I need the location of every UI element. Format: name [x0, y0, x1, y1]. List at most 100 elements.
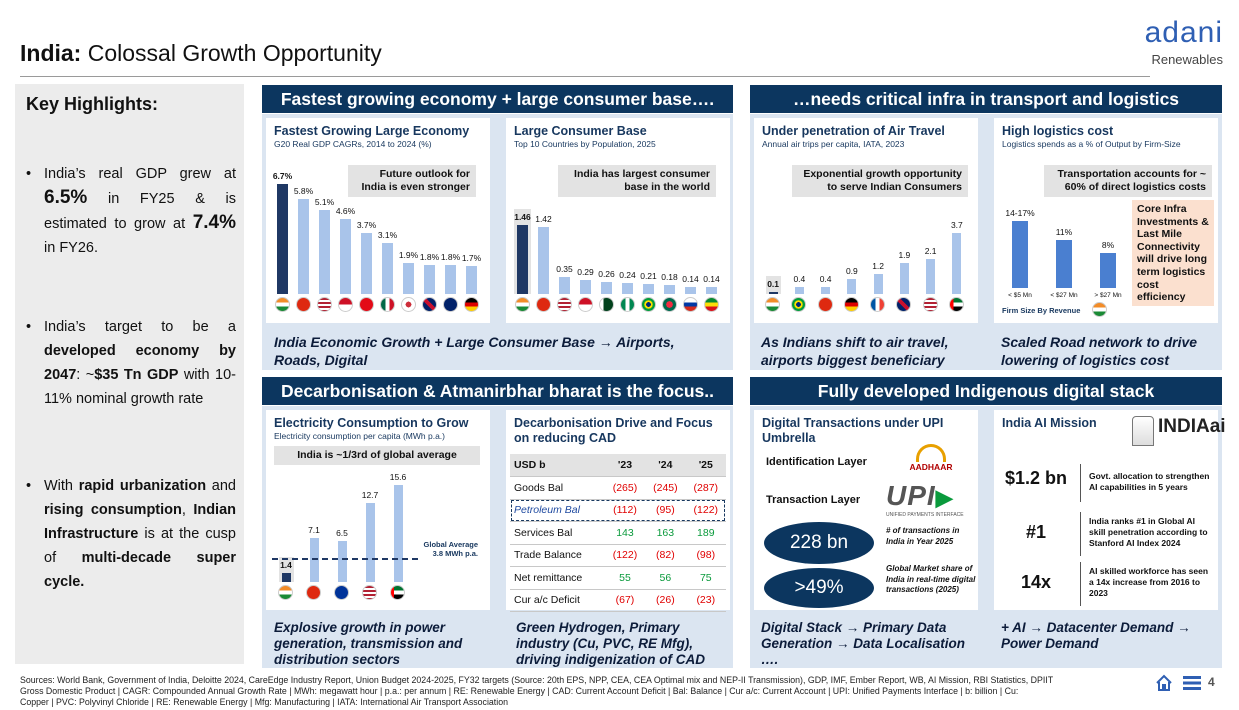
ai-title: India AI Mission: [1002, 416, 1097, 430]
bar-south-korea: [403, 262, 414, 294]
flag-south-korea-icon: [400, 297, 416, 312]
data-label: 6.7%: [272, 171, 293, 182]
bar--27-mn: [1056, 240, 1072, 288]
data-label: 1.42: [535, 213, 552, 224]
flag-bangladesh-icon: [661, 297, 677, 312]
bar-russia: [685, 287, 696, 294]
card-logistics: High logistics cost Logistics spends as …: [994, 118, 1218, 323]
card-ai-mission: India AI Mission INDIAai: [994, 410, 1226, 610]
electricity-footer: Explosive growth in power generation, tr…: [274, 620, 463, 667]
flag-usa-icon: [922, 297, 938, 312]
data-label: 12.7: [361, 489, 379, 500]
data-label: 0.29: [577, 267, 594, 278]
page-number: 4: [1208, 675, 1215, 689]
card-gdp: Fastest Growing Large Economy G20 Real G…: [266, 118, 490, 323]
upi-logo-icon: UPI▶ UNIFIED PAYMENTS INTERFACE: [886, 480, 964, 518]
logo-word: adani: [1144, 16, 1223, 49]
cad-table-header: USD b '23'24'25: [510, 454, 726, 477]
indiaai-logo: INDIAai: [1158, 416, 1226, 437]
bar-indonesia: [580, 280, 591, 294]
data-label: 1.7%: [461, 253, 482, 264]
emblem-icon: [1132, 416, 1154, 446]
elec-global-average-label: Global Average 3.8 MWh p.a.: [423, 540, 478, 558]
bar--27-mn: [1100, 253, 1116, 288]
bar-uae: [952, 232, 962, 294]
highlight-urbanization: • With rapid urbanization and rising cons…: [26, 478, 237, 590]
flag-mexico-icon: [379, 297, 395, 312]
upi-title: Digital Transactions under UPI Umbrella: [762, 416, 944, 445]
data-label: 0.18: [661, 272, 678, 283]
upi-share-text: Global Market share of India in real-tim…: [886, 564, 976, 594]
bar-india: [281, 573, 291, 582]
table-row: Net remittance 55 56 75: [510, 566, 726, 590]
data-label: 6.5: [336, 528, 348, 539]
bar-india: [768, 292, 778, 294]
bar-australia: [445, 264, 456, 294]
flag-germany-icon: [463, 297, 479, 312]
category-label: < $27 Mn: [1050, 292, 1078, 299]
home-icon[interactable]: [1155, 674, 1173, 692]
flag-brazil-icon: [640, 297, 656, 312]
logistics-footer: Scaled Road network to drive lowering of…: [1001, 334, 1198, 368]
bar-india: [277, 184, 288, 294]
pop-callout: India has largest consumer base in the w…: [558, 165, 716, 197]
table-row: Trade Balance (122) (82) (98): [510, 544, 726, 567]
logi-title: High logistics cost: [1002, 124, 1114, 138]
menu-icon[interactable]: [1183, 676, 1201, 690]
data-label: 8%: [1101, 240, 1115, 251]
flag-usa-icon: [316, 297, 332, 312]
data-label: 1.46: [514, 211, 531, 222]
data-label: 14-17%: [1005, 207, 1035, 218]
bar-brazil: [643, 284, 654, 294]
data-label: 15.6: [389, 471, 407, 482]
economy-footer: India Economic Growth + Large Consumer B…: [274, 334, 675, 368]
pop-subtitle: Top 10 Countries by Population, 2025: [514, 139, 656, 149]
flag-uk-icon: [421, 297, 437, 312]
highlight-2047: • India’s target to be a developed econom…: [26, 319, 236, 407]
section-header-digital: Fully developed Indigenous digital stack: [750, 377, 1222, 405]
flag-usa-icon: [556, 297, 572, 312]
logi-chart: 14-17% < $5 Mn 11% < $27 Mn 8% > $27 Mn: [994, 118, 1218, 323]
india-highlight-box: [765, 276, 781, 294]
flag-usa-icon: [362, 585, 377, 600]
flag-india-icon: [278, 585, 293, 600]
bar--5-mn: [1012, 220, 1028, 288]
flag-uae-icon: [390, 585, 405, 600]
elec-title: Electricity Consumption to Grow: [274, 416, 469, 430]
bar-uae: [393, 484, 403, 582]
bar-nigeria: [622, 282, 633, 294]
title-divider: [20, 76, 1150, 77]
sources-line-1: Sources: World Bank, Government of India…: [20, 675, 1054, 685]
bar-usa: [365, 502, 375, 582]
logi-callout: Transportation accounts for ~ 60% of dir…: [1044, 165, 1212, 197]
logo-sub: Renewables: [1151, 52, 1223, 67]
gdp-callout: Future outlook for India is even stronge…: [348, 165, 476, 197]
bar-uk: [899, 262, 909, 294]
card-electricity: Electricity Consumption to Grow Electric…: [266, 410, 490, 610]
upi-share-oval: >49%: [764, 568, 874, 608]
section-header-infra: …needs critical infra in transport and l…: [750, 85, 1222, 113]
category-label: > $27 Mn: [1094, 292, 1122, 299]
upi-identification-layer: Identification Layer: [766, 456, 867, 468]
flag-china-icon: [817, 297, 833, 312]
bar-france: [873, 274, 883, 294]
bar-usa: [319, 210, 330, 294]
logi-firm-label: Firm Size By Revenue: [1002, 306, 1081, 315]
data-label: 1.8%: [440, 251, 461, 262]
sources-line-2: Gross Domestic Product | CAGR: Compounde…: [20, 686, 1019, 696]
data-label: 1.4: [280, 560, 292, 571]
bar-bangladesh: [664, 285, 675, 294]
flag-india-icon: [274, 297, 290, 312]
data-label: 5.1%: [314, 197, 335, 208]
digital-footer: Digital Stack → Primary Data Generation …: [761, 620, 966, 667]
logi-subtitle: Logistics spends as a % of Output by Fir…: [1002, 139, 1181, 149]
highlights-heading: Key Highlights:: [26, 94, 159, 114]
flag-germany-icon: [843, 297, 859, 312]
section-header-decarbonisation: Decarbonisation & Atmanirbhar bharat is …: [262, 377, 733, 405]
table-row-petroleum: Petroleum Bal (112) (95) (122): [510, 499, 726, 522]
bar-germany: [466, 266, 477, 294]
highlights-panel: [15, 84, 244, 664]
data-label: 5.8%: [293, 185, 314, 196]
bar-ethiopia: [706, 287, 717, 294]
data-label: 1.9: [898, 249, 911, 260]
